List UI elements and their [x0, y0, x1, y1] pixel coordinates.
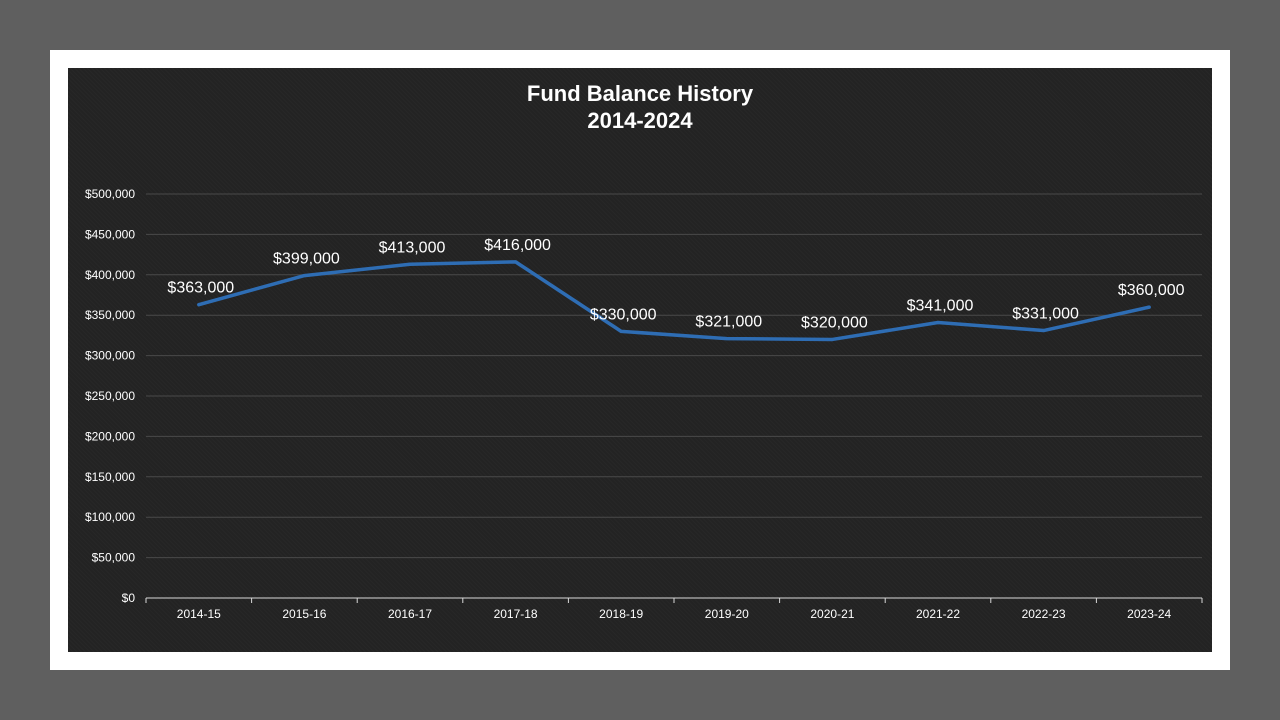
- y-tick-label: $250,000: [85, 389, 135, 403]
- data-label: $320,000: [801, 314, 868, 331]
- x-tick-label: 2023-24: [1127, 607, 1171, 621]
- x-tick-label: 2017-18: [494, 607, 538, 621]
- data-label: $363,000: [167, 280, 234, 297]
- x-tick-label: 2015-16: [282, 607, 326, 621]
- data-label: $413,000: [379, 239, 446, 256]
- data-label: $341,000: [907, 297, 974, 314]
- line-chart: $0 $50,000 $100,000 $150,000 $200,000 $250,00…: [85, 187, 1203, 621]
- y-tick-label: $350,000: [85, 308, 135, 322]
- series-line: [197, 260, 1151, 342]
- y-tick-label: $200,000: [85, 429, 135, 443]
- y-tick-label: $50,000: [92, 551, 136, 565]
- x-tick-label: 2019-20: [705, 607, 749, 621]
- x-tick-label: 2014-15: [177, 607, 221, 621]
- x-tick-label: 2018-19: [599, 607, 643, 621]
- chart-title-main: Fund Balance History: [526, 81, 754, 106]
- data-label: $321,000: [695, 314, 762, 331]
- x-tick-label: 2016-17: [388, 607, 432, 621]
- y-tick-label: $300,000: [85, 349, 135, 363]
- data-label: $360,000: [1118, 282, 1185, 299]
- x-tick-label: 2021-22: [916, 607, 960, 621]
- y-tick-label: $150,000: [85, 470, 135, 484]
- chart-area: Fund Balance History 2014-2024: [68, 68, 1212, 652]
- y-tick-label: $400,000: [85, 268, 135, 282]
- y-tick-label: $450,000: [85, 227, 135, 241]
- x-tick-label: 2020-21: [810, 607, 854, 621]
- y-tick-label: $0: [122, 591, 136, 605]
- data-label: $416,000: [484, 237, 551, 254]
- y-tick-label: $100,000: [85, 510, 135, 524]
- data-label: $330,000: [590, 306, 657, 323]
- x-tick-label: 2022-23: [1022, 607, 1066, 621]
- chart-subtitle: 2014-2024: [587, 108, 693, 133]
- y-tick-label: $500,000: [85, 187, 135, 201]
- data-label: $331,000: [1012, 306, 1079, 323]
- data-label: $399,000: [273, 251, 340, 268]
- chart-title: Fund Balance History 2014-2024: [68, 80, 1212, 134]
